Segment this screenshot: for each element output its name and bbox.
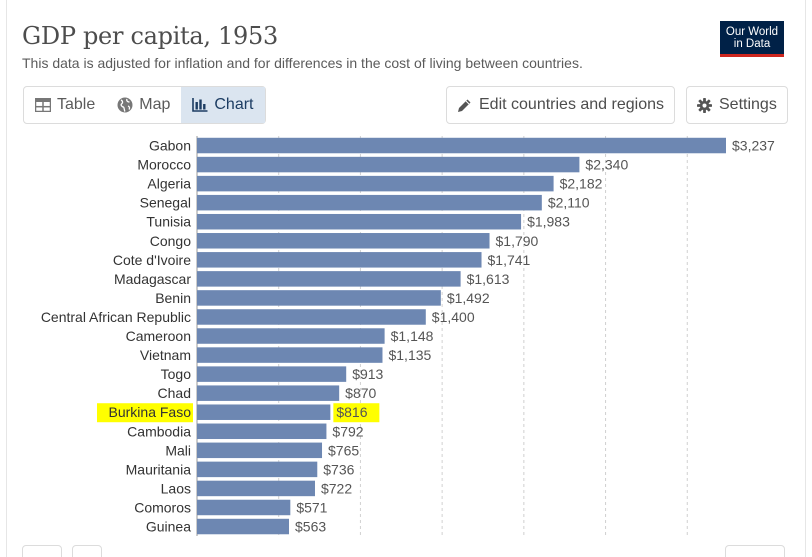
bar[interactable] (197, 309, 426, 325)
value-label: $1,790 (496, 233, 539, 249)
edit-countries-label: Edit countries and regions (479, 96, 664, 113)
bar[interactable] (197, 499, 291, 516)
value-label: $816 (336, 404, 367, 420)
category-label[interactable]: Algeria (147, 176, 191, 192)
tab-table[interactable]: Table (24, 87, 106, 123)
bar[interactable] (197, 156, 580, 173)
value-label: $2,182 (560, 176, 603, 192)
category-label[interactable]: Cote d'Ivoire (113, 252, 191, 268)
bar[interactable] (197, 385, 340, 401)
value-label: $1,135 (388, 347, 431, 363)
value-label: $1,613 (467, 271, 510, 287)
tab-map[interactable]: Map (106, 87, 181, 123)
value-label: $913 (352, 366, 383, 382)
bar[interactable] (197, 423, 327, 440)
bar[interactable] (197, 366, 347, 382)
category-label[interactable]: Chad (158, 385, 191, 401)
category-label[interactable]: Burkina Faso (109, 404, 192, 420)
highlight-marker (97, 403, 193, 423)
bar[interactable] (197, 328, 385, 344)
settings-button[interactable]: Settings (686, 86, 788, 124)
category-label[interactable]: Laos (161, 480, 191, 496)
bar[interactable] (197, 271, 461, 287)
value-label: $722 (321, 480, 352, 496)
bar[interactable] (197, 252, 482, 268)
view-tabs: Table Map Chart (23, 86, 266, 124)
category-label[interactable]: Cambodia (127, 423, 191, 439)
category-label[interactable]: Mali (165, 442, 191, 458)
category-label[interactable]: Cameroon (126, 328, 191, 344)
play-button[interactable] (22, 545, 62, 557)
tab-chart[interactable]: Chart (181, 87, 265, 123)
table-icon (35, 98, 51, 112)
category-label[interactable]: Morocco (137, 157, 191, 173)
edit-countries-button[interactable]: Edit countries and regions (446, 86, 675, 124)
bar[interactable] (197, 347, 383, 363)
value-label: $765 (328, 442, 359, 458)
category-label[interactable]: Comoros (134, 499, 191, 515)
value-label: $2,340 (585, 157, 628, 173)
value-label: $1,983 (527, 214, 570, 230)
bar[interactable] (197, 213, 522, 230)
category-label[interactable]: Gabon (149, 138, 191, 154)
category-label[interactable]: Madagascar (114, 271, 191, 287)
bar[interactable] (197, 518, 290, 535)
bar[interactable] (197, 194, 542, 211)
tab-map-label: Map (139, 96, 171, 113)
owid-logo[interactable]: Our World in Data (720, 21, 784, 57)
value-label: $1,741 (488, 252, 531, 268)
value-label: $736 (323, 461, 354, 477)
bar-chart-icon (192, 98, 208, 112)
value-label: $792 (332, 423, 363, 439)
logo-line-2: in Data (733, 38, 771, 50)
bar[interactable] (197, 137, 726, 154)
category-label[interactable]: Mauritania (126, 461, 192, 477)
value-label: $1,492 (447, 290, 490, 306)
chart-title: GDP per capita, 1953 (22, 22, 278, 50)
bar[interactable] (197, 461, 318, 478)
category-label[interactable]: Central African Republic (41, 309, 191, 325)
logo-line-1: Our World (725, 26, 779, 38)
pencil-icon (458, 99, 471, 112)
category-label[interactable]: Senegal (140, 195, 191, 211)
value-label: $870 (345, 385, 376, 401)
value-label: $571 (296, 499, 327, 515)
bar[interactable] (197, 233, 490, 249)
category-label[interactable]: Tunisia (146, 214, 191, 230)
bar-chart: Gabon $3,237 Morocco $2,340 Algeria $2,182 Sen… (41, 136, 775, 537)
bar[interactable] (197, 480, 315, 497)
highlight-marker (333, 403, 380, 423)
tab-chart-label: Chart (214, 96, 254, 113)
chart-frame (6, 0, 806, 557)
gear-icon (697, 97, 712, 113)
category-label[interactable]: Congo (150, 233, 191, 249)
category-label[interactable]: Benin (155, 290, 191, 306)
value-label: $3,237 (732, 138, 775, 154)
value-label: $2,110 (548, 195, 590, 211)
bar[interactable] (197, 175, 554, 192)
category-label[interactable]: Guinea (146, 519, 191, 535)
share-button[interactable] (725, 545, 785, 557)
timeline-start-button[interactable] (72, 545, 102, 557)
chart-subtitle: This data is adjusted for inflation and … (22, 55, 583, 71)
bar[interactable] (197, 442, 323, 459)
value-label: $1,400 (432, 309, 475, 325)
settings-label: Settings (719, 96, 777, 113)
category-label[interactable]: Togo (161, 366, 192, 382)
value-label: $563 (295, 519, 326, 535)
globe-icon (117, 97, 133, 113)
tab-table-label: Table (57, 96, 96, 113)
bar[interactable] (197, 404, 331, 420)
bar[interactable] (197, 290, 441, 306)
category-label[interactable]: Vietnam (140, 347, 191, 363)
value-label: $1,148 (391, 328, 434, 344)
